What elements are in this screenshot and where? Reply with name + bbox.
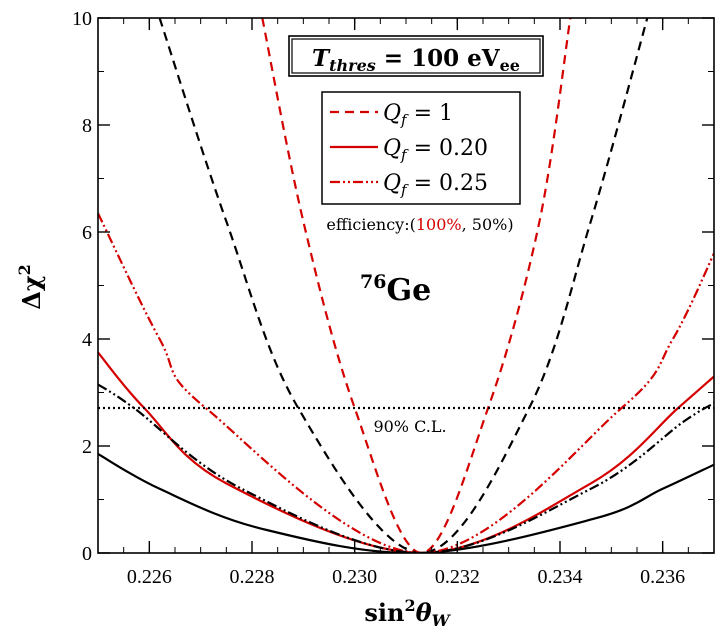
threshold-eq: = 100 eV — [376, 45, 501, 72]
x-tick-label: 0.226 — [127, 566, 172, 588]
curve-dashed-1 — [158, 18, 649, 553]
efficiency-sep: , — [462, 215, 472, 234]
x-tick-label: 0.232 — [435, 566, 480, 588]
efficiency-suffix: ) — [507, 215, 513, 234]
curve-solid-3 — [98, 453, 714, 553]
x-tick-label: 0.234 — [538, 566, 583, 588]
x-tick-label: 0.228 — [230, 566, 275, 588]
isotope-mass: 76 — [360, 271, 386, 293]
x-axis-label: sin2θW — [364, 596, 451, 630]
x-axis-sup: 2 — [404, 596, 415, 615]
x-tick-label: 0.230 — [332, 566, 377, 588]
curve-dashed-0 — [261, 18, 572, 553]
y-tick-label: 10 — [72, 8, 92, 30]
x-axis-sub: W — [432, 611, 452, 630]
svg-text:Tthres = 100 eVee: Tthres = 100 eVee — [312, 45, 520, 75]
y-tick-label: 8 — [82, 115, 92, 137]
efficiency-100: 100% — [416, 215, 462, 234]
legend-label-dashdotdot: Qf = 0.25 — [383, 171, 488, 199]
threshold-box: Tthres = 100 eVee — [288, 35, 544, 77]
curve-dashdotdot-5 — [98, 383, 714, 553]
y-tick-label: 2 — [82, 436, 92, 458]
threshold-var: T — [312, 45, 331, 72]
x-axis-base: sin — [364, 598, 404, 627]
y-tick-label: 4 — [82, 329, 92, 351]
efficiency-50: 50% — [472, 215, 508, 234]
x-tick-label: 0.236 — [640, 566, 685, 588]
threshold-sub: thres — [329, 56, 376, 75]
curve-solid-2 — [98, 351, 714, 553]
axis-ticks: 0.226 0.228 0.230 0.232 0.234 0.236 0 2 4 6 8 10 — [72, 8, 715, 588]
x-axis-theta: θ — [416, 598, 432, 627]
isotope-element: Ge — [386, 273, 431, 308]
y-axis-base: Δχ — [17, 275, 46, 310]
isotope-label: 76Ge — [360, 271, 431, 308]
threshold-unit-sub: ee — [500, 56, 520, 75]
efficiency-prefix: efficiency:( — [326, 215, 415, 234]
curve-dashdotdot-4 — [98, 212, 714, 553]
y-tick-label: 6 — [82, 222, 92, 244]
y-tick-label: 0 — [82, 543, 92, 565]
legend-label-dashed: Qf = 1 — [383, 101, 453, 129]
legend-label-solid: Qf = 0.20 — [383, 136, 488, 164]
efficiency-label: efficiency:(100%, 50%) — [326, 215, 513, 234]
legend: Qf = 1 Qf = 0.20 Qf = 0.25 — [321, 91, 521, 205]
y-axis-sup: 2 — [15, 264, 34, 275]
y-axis-label: Δχ2 — [15, 264, 46, 310]
cl-90-label: 90% C.L. — [373, 417, 446, 436]
